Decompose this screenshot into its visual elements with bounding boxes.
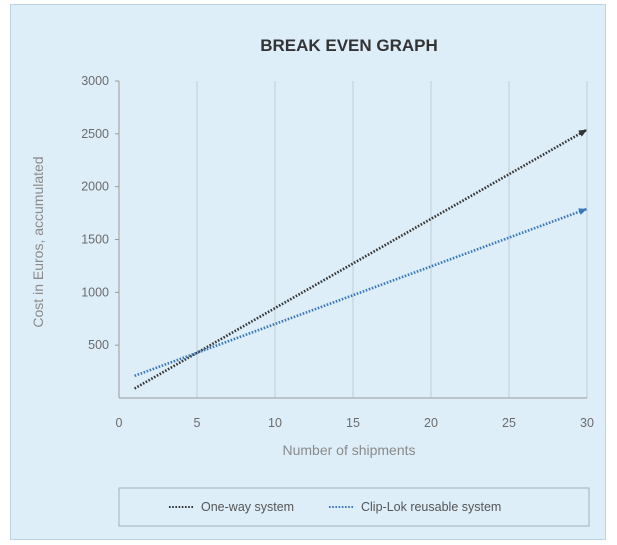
grid-lines xyxy=(196,81,588,398)
x-tick-label: 5 xyxy=(194,416,201,430)
x-tick-label: 30 xyxy=(580,416,594,430)
tick-labels: 0 5 10 15 20 25 30 500 1000 1500 2000 2500 3000 xyxy=(81,74,594,430)
legend-label-one-way: One-way system xyxy=(201,500,294,514)
y-tick-label: 500 xyxy=(88,338,109,352)
y-axis-title: Cost in Euros, accumulated xyxy=(30,156,46,327)
legend-label-clip-lok: Clip-Lok reusable system xyxy=(361,500,501,514)
series-arrowhead-one-way-system xyxy=(578,129,587,137)
y-tick-label: 1000 xyxy=(81,285,109,299)
x-tick-label: 20 xyxy=(424,416,438,430)
axes xyxy=(115,80,587,399)
chart-panel: BREAK EVEN GRAPH 0 5 10 15 20 25 30 500 1000 1500… xyxy=(10,4,606,540)
legend: One-way system Clip-Lok reusable system xyxy=(118,487,590,527)
series-line-clip-lok-reusable-system xyxy=(134,207,588,378)
x-tick-label: 15 xyxy=(346,416,360,430)
series-line-one-way-system xyxy=(133,128,588,390)
x-tick-label: 25 xyxy=(502,416,516,430)
legend-box xyxy=(118,487,590,527)
y-tick-label: 1500 xyxy=(81,233,109,247)
y-tick-label: 2000 xyxy=(81,180,109,194)
x-axis-title: Number of shipments xyxy=(282,442,415,458)
y-tick-label: 3000 xyxy=(81,74,109,88)
chart: BREAK EVEN GRAPH 0 5 10 15 20 25 30 500 1000 1500… xyxy=(30,36,594,527)
y-tick-label: 2500 xyxy=(81,127,109,141)
series-lines xyxy=(133,128,588,390)
series-arrowhead-clip-lok-reusable-system xyxy=(578,208,587,215)
x-tick-label: 10 xyxy=(268,416,282,430)
chart-title: BREAK EVEN GRAPH xyxy=(260,36,438,55)
x-tick-label: 0 xyxy=(116,416,123,430)
